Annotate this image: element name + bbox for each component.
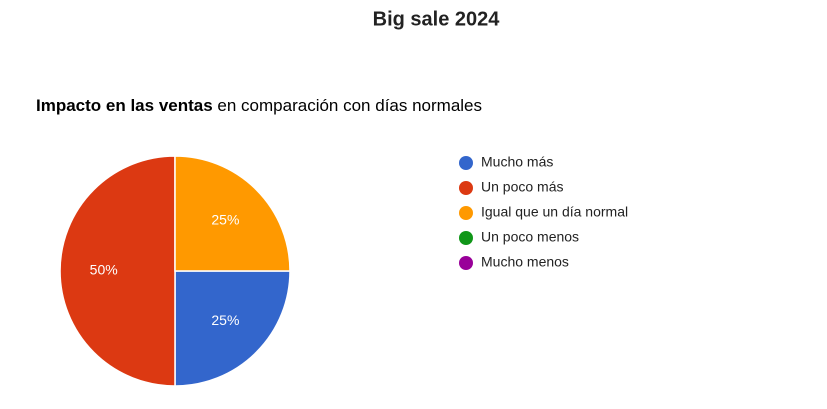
legend-swatch — [459, 231, 473, 245]
pie-slice — [174, 155, 291, 272]
subtitle-bold: Impacto en las ventas — [36, 96, 213, 115]
legend-label: Igual que un día normal — [481, 204, 628, 220]
chart-title: Big sale 2024 — [373, 8, 501, 30]
value-label: 25% — [211, 211, 239, 227]
legend-swatch — [459, 206, 473, 220]
legend-label: Mucho menos — [481, 254, 569, 270]
pie-slice — [59, 155, 176, 387]
chart-subtitle: Impacto en las ventas en comparación con… — [36, 96, 482, 115]
value-label: 25% — [211, 312, 239, 328]
legend-swatch — [459, 256, 473, 270]
subtitle-rest: en comparación con días normales — [217, 96, 482, 115]
legend-swatch — [459, 181, 473, 195]
legend-label: Un poco más — [481, 179, 563, 195]
legend-label: Mucho más — [481, 154, 553, 170]
legend-swatch — [459, 156, 473, 170]
pie-slice — [174, 270, 291, 387]
legend-label: Un poco menos — [481, 229, 579, 245]
value-label: 50% — [90, 262, 118, 278]
